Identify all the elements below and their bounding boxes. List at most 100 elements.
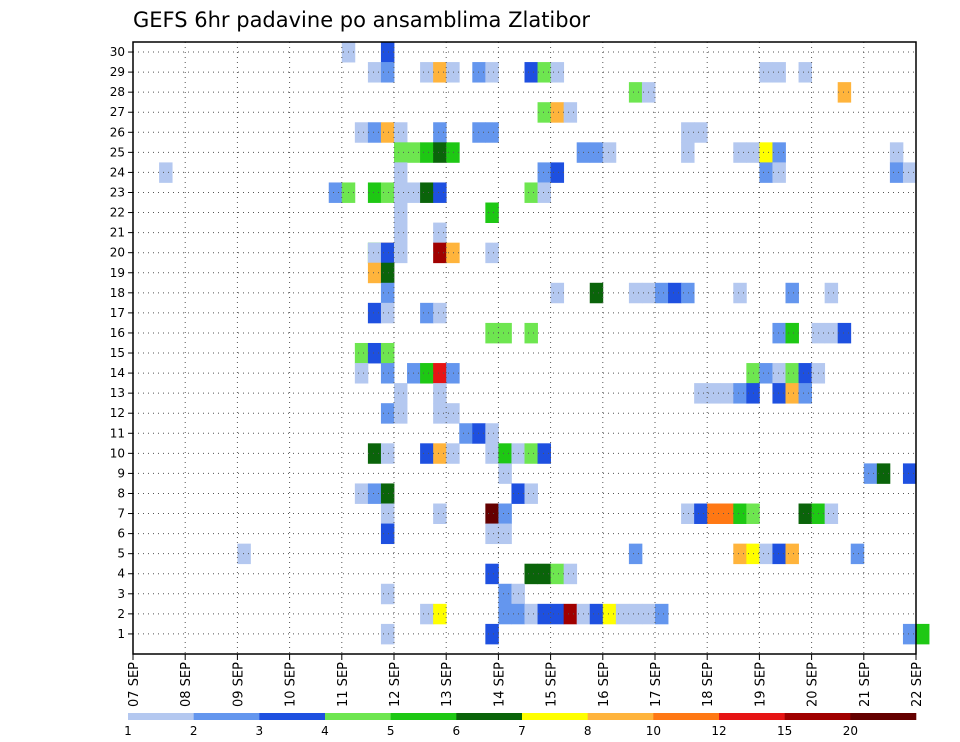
x-tick-label: 22 SEP bbox=[910, 662, 925, 707]
x-tick-label: 08 SEP bbox=[179, 662, 194, 707]
heatmap-cell bbox=[380, 62, 395, 83]
colorbar-segment bbox=[259, 713, 326, 720]
heatmap-cell bbox=[367, 62, 382, 83]
heatmap-cell bbox=[615, 603, 630, 625]
heatmap-cell bbox=[394, 202, 408, 223]
heatmap-cell bbox=[433, 383, 447, 404]
heatmap-cell bbox=[446, 403, 460, 424]
heatmap-cell bbox=[485, 202, 499, 223]
heatmap-cell bbox=[798, 62, 812, 83]
y-tick-label: 22 bbox=[110, 206, 125, 220]
heatmap-cell bbox=[733, 282, 747, 304]
heatmap-cell bbox=[681, 503, 695, 524]
heatmap-cell bbox=[394, 122, 408, 143]
heatmap-cell bbox=[889, 142, 904, 163]
y-tick-label: 30 bbox=[110, 45, 125, 59]
heatmap-cell bbox=[433, 182, 447, 203]
heatmap-cell bbox=[394, 403, 408, 424]
heatmap-cell bbox=[380, 122, 395, 143]
heatmap-cell bbox=[772, 543, 786, 565]
dotted-grid bbox=[133, 42, 916, 654]
heatmap-cell bbox=[537, 102, 551, 123]
y-tick-label: 28 bbox=[110, 85, 125, 99]
heatmap-cell bbox=[446, 142, 460, 163]
heatmap-cell bbox=[394, 383, 408, 404]
heatmap-cell bbox=[498, 322, 512, 344]
heatmap-cell bbox=[537, 443, 551, 464]
heatmap-cell bbox=[328, 182, 343, 203]
heatmap-cell bbox=[498, 523, 512, 545]
heatmap-cell bbox=[785, 322, 799, 344]
heatmap-cell bbox=[367, 122, 382, 143]
heatmap-cell bbox=[772, 62, 786, 83]
heatmap-cell bbox=[837, 322, 852, 344]
chart-title: GEFS 6hr padavine po ansamblima Zlatibor bbox=[133, 8, 590, 32]
heatmap-cell bbox=[524, 322, 538, 344]
heatmap-cell bbox=[380, 42, 395, 63]
heatmap-cell bbox=[394, 182, 408, 203]
heatmap-cell bbox=[772, 363, 786, 384]
heatmap-cell bbox=[563, 102, 578, 123]
colorbar-segment bbox=[850, 713, 917, 720]
heatmap-cell bbox=[498, 503, 512, 524]
colorbar-label: 8 bbox=[584, 724, 592, 738]
heatmap-cell bbox=[380, 583, 395, 605]
heatmap-cell bbox=[902, 623, 917, 645]
heatmap-cell bbox=[367, 302, 382, 324]
heatmap-cell bbox=[433, 242, 447, 264]
heatmap-cell bbox=[420, 363, 434, 384]
y-tick-label: 7 bbox=[117, 507, 125, 521]
heatmap-cell bbox=[694, 122, 708, 143]
heatmap-cell bbox=[485, 563, 499, 585]
heatmap-cell bbox=[863, 463, 878, 484]
heatmap-cell bbox=[759, 142, 773, 163]
heatmap-cell bbox=[394, 162, 408, 183]
y-tick-label: 13 bbox=[110, 386, 125, 400]
heatmap-cell bbox=[563, 563, 578, 585]
heatmap-cell bbox=[602, 603, 617, 625]
heatmap-cell bbox=[380, 443, 395, 464]
heatmap-cell bbox=[759, 543, 773, 565]
heatmap-cell bbox=[850, 543, 865, 565]
x-tick-label: 20 SEP bbox=[806, 662, 821, 707]
y-tick-label: 10 bbox=[110, 446, 125, 460]
y-tick-label: 6 bbox=[117, 527, 125, 541]
heatmap-cell bbox=[485, 503, 499, 524]
heatmap-cell bbox=[420, 443, 434, 464]
heatmap-cell bbox=[563, 603, 578, 625]
colorbar-label: 15 bbox=[777, 724, 792, 738]
heatmap-cell bbox=[589, 603, 604, 625]
heatmap-cell bbox=[524, 563, 538, 585]
y-tick-label: 16 bbox=[110, 326, 125, 340]
heatmap-cell bbox=[694, 383, 708, 404]
x-tick-label: 09 SEP bbox=[231, 662, 246, 707]
y-tick-label: 24 bbox=[110, 165, 125, 179]
heatmap-cell bbox=[367, 242, 382, 264]
x-tick-label: 07 SEP bbox=[127, 662, 142, 707]
y-tick-label: 8 bbox=[117, 486, 125, 500]
heatmap-cell bbox=[720, 383, 734, 404]
heatmap-cell bbox=[824, 503, 839, 524]
heatmap-cell bbox=[433, 603, 447, 625]
heatmap-cell bbox=[681, 282, 695, 304]
heatmap-cell bbox=[655, 282, 669, 304]
x-tick-label: 17 SEP bbox=[649, 662, 664, 707]
x-tick-label: 11 SEP bbox=[336, 662, 351, 707]
colorbar: 1 2 3 4 5 6 7 8 10 12 15 20 bbox=[124, 713, 917, 738]
heatmap-cell bbox=[772, 383, 786, 404]
heatmap-cell bbox=[446, 242, 460, 264]
heatmap-cell bbox=[485, 423, 499, 444]
heatmap-cell bbox=[550, 102, 565, 123]
heatmap-cell bbox=[367, 182, 382, 203]
heatmap-cell bbox=[446, 363, 460, 384]
y-tick-label: 4 bbox=[117, 567, 125, 581]
heatmap-cell bbox=[433, 62, 447, 83]
heatmap-cell bbox=[537, 182, 551, 203]
heatmap-cell bbox=[524, 62, 538, 83]
x-axis-ticks: 07 SEP 08 SEP 09 SEP 10 SEP 11 SEP 12 SEP 13 S… bbox=[127, 654, 925, 707]
heatmap-cell bbox=[472, 122, 486, 143]
heatmap-cell bbox=[785, 383, 799, 404]
y-tick-label: 1 bbox=[117, 627, 125, 641]
heatmap-cell bbox=[798, 363, 812, 384]
heatmap-cell bbox=[759, 62, 773, 83]
